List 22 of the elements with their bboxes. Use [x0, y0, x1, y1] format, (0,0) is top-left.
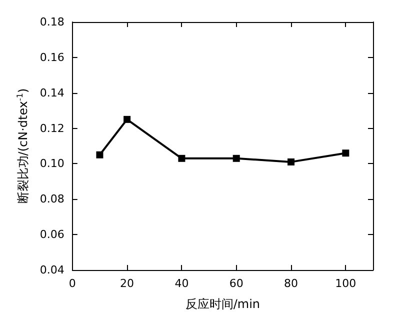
point [342, 150, 350, 157]
y-tick-label: 0.18 [40, 16, 64, 28]
x-tick-label: 60 [229, 277, 244, 290]
y-tick-label: 0.16 [40, 50, 64, 64]
x-tick-label: 40 [174, 277, 189, 290]
point [232, 154, 240, 162]
x-tick-label: 100 [335, 277, 356, 290]
y-tick-label: 0.12 [40, 122, 64, 135]
y-tick-label: 0.06 [40, 228, 64, 242]
x-tick-label: 20 [120, 277, 134, 290]
y-tick-label: 0.10 [40, 157, 64, 170]
y-axis-title: 断裂比功/(cN·dtex-1) [16, 88, 30, 204]
y-tick-label: 0.04 [40, 264, 64, 276]
y-tick-label: 0.14 [40, 86, 64, 100]
point [288, 158, 295, 166]
x-tick-label: 0 [68, 277, 76, 290]
point [124, 116, 131, 123]
point [96, 151, 104, 158]
point [178, 154, 186, 162]
x-tick-label: 80 [284, 277, 298, 290]
x-axis-title: 反应时间/min [185, 297, 260, 311]
y-tick-label: 0.08 [40, 192, 64, 206]
